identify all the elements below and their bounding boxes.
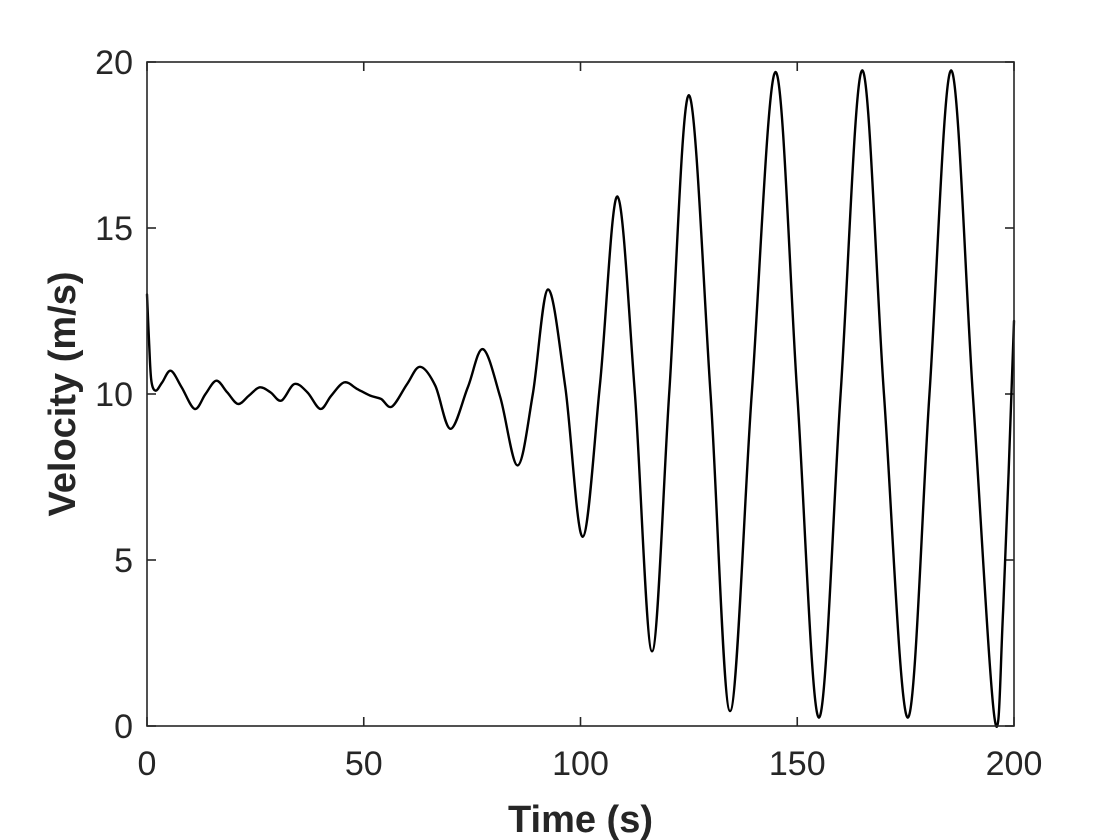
y-tick-label: 5 xyxy=(114,542,133,580)
plot-frame xyxy=(146,61,1015,727)
x-tick-label: 100 xyxy=(552,745,609,783)
y-tick-label: 15 xyxy=(95,210,133,248)
plot-background xyxy=(147,62,1014,726)
x-tick-label: 0 xyxy=(138,745,157,783)
y-tick-label: 20 xyxy=(95,44,133,82)
x-axis-label: Time (s) xyxy=(508,799,653,840)
y-tick-label: 10 xyxy=(95,376,133,414)
tick-labels-layer: 0 50 100 150 200 0 5 10 15 20 xyxy=(95,44,1042,783)
x-tick-label: 150 xyxy=(769,745,826,783)
velocity-series-line xyxy=(145,69,1016,728)
y-axis-label: Velocity (m/s) xyxy=(42,272,84,517)
x-tick-label: 200 xyxy=(986,745,1043,783)
y-tick-label: 0 xyxy=(114,708,133,746)
x-tick-label: 50 xyxy=(345,745,383,783)
